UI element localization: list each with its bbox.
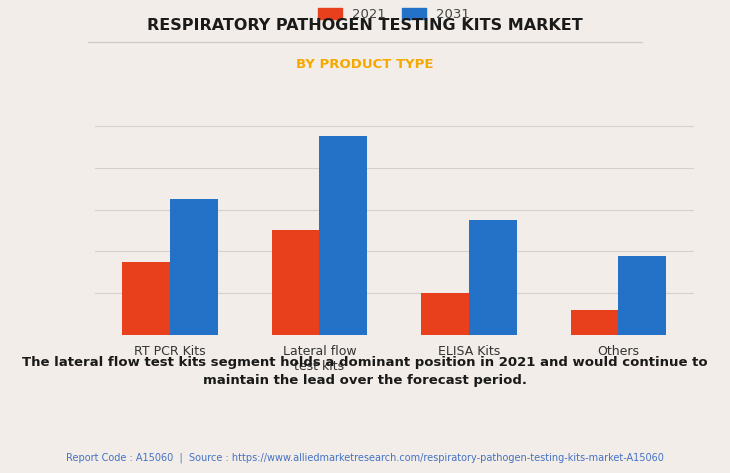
Bar bbox=[122, 262, 170, 335]
Bar bbox=[272, 230, 320, 335]
Text: RESPIRATORY PATHOGEN TESTING KITS MARKET: RESPIRATORY PATHOGEN TESTING KITS MARKET bbox=[147, 18, 583, 33]
Bar bbox=[571, 310, 618, 335]
Bar bbox=[421, 293, 469, 335]
Text: BY PRODUCT TYPE: BY PRODUCT TYPE bbox=[296, 58, 434, 71]
Bar bbox=[618, 255, 666, 335]
Bar bbox=[320, 136, 367, 335]
Bar bbox=[170, 199, 218, 335]
Text: The lateral flow test kits segment holds a dominant position in 2021 and would c: The lateral flow test kits segment holds… bbox=[22, 356, 708, 386]
Legend: 2021, 2031: 2021, 2031 bbox=[318, 8, 470, 21]
Text: Report Code : A15060  |  Source : https://www.alliedmarketresearch.com/respirato: Report Code : A15060 | Source : https://… bbox=[66, 453, 664, 463]
Bar bbox=[469, 220, 517, 335]
